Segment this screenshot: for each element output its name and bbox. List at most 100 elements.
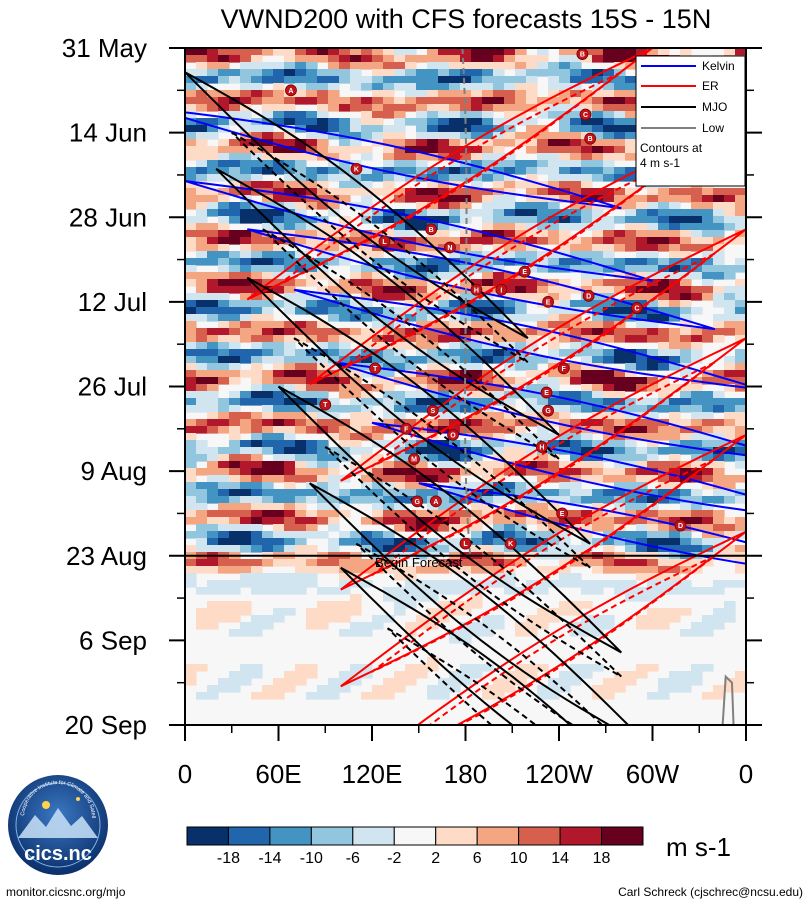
shading-cell [394, 524, 406, 532]
shading-cell [218, 356, 230, 364]
shading-cell [207, 55, 219, 63]
shading-cell [361, 251, 373, 259]
shading-cell [185, 83, 197, 91]
shading-cell [537, 202, 549, 210]
shading-cell [449, 482, 461, 490]
shading-cell [515, 293, 527, 301]
shading-cell [526, 223, 538, 231]
shading-cell [504, 356, 516, 364]
shading-cell [625, 482, 637, 490]
shading-cell [262, 48, 274, 56]
shading-cell [669, 272, 681, 280]
x-tick-label: 120W [525, 759, 593, 789]
shading-cell [262, 146, 274, 154]
shading-cell [702, 482, 714, 490]
shading-cell [669, 349, 681, 357]
shading-cell [185, 321, 197, 329]
shading-cell [625, 272, 637, 280]
storm-id: F [404, 426, 409, 433]
shading-cell [493, 83, 505, 91]
shading-cell [493, 181, 505, 189]
shading-cell [548, 181, 560, 189]
shading-cell [339, 307, 351, 315]
shading-cell [603, 412, 615, 420]
shading-cell [317, 356, 329, 364]
shading-cell [658, 314, 670, 322]
shading-cell [526, 489, 538, 497]
shading-cell [207, 258, 219, 266]
shading-cell [185, 90, 197, 98]
shading-cell [218, 293, 230, 301]
shading-cell [713, 426, 725, 434]
shading-cell [482, 174, 494, 182]
shading-cell [229, 398, 241, 406]
shading-cell [295, 265, 307, 273]
low-contour [721, 674, 735, 725]
shading-cell [218, 454, 230, 462]
shading-cell [251, 671, 263, 679]
shading-cell [240, 286, 252, 294]
shading-cell [460, 678, 472, 686]
shading-cell [262, 475, 274, 483]
shading-cell [449, 335, 461, 343]
shading-cell [570, 678, 582, 686]
shading-cell [691, 328, 703, 336]
shading-cell [328, 678, 340, 686]
shading-cell [570, 181, 582, 189]
shading-cell [691, 286, 703, 294]
shading-cell [669, 461, 681, 469]
shading-cell [207, 447, 219, 455]
shading-cell [537, 328, 549, 336]
shading-cell [669, 230, 681, 238]
shading-cell [240, 153, 252, 161]
shading-cell [405, 356, 417, 364]
shading-cell [658, 300, 670, 308]
shading-cell [383, 76, 395, 84]
shading-cell [493, 174, 505, 182]
shading-cell [537, 545, 549, 553]
shading-cell [284, 580, 296, 588]
shading-cell [691, 440, 703, 448]
shading-cell [658, 377, 670, 385]
shading-cell [262, 377, 274, 385]
shading-cell [570, 146, 582, 154]
shading-cell [273, 412, 285, 420]
shading-cell [405, 517, 417, 525]
shading-cell [482, 412, 494, 420]
shading-cell [614, 230, 626, 238]
shading-cell [218, 160, 230, 168]
shading-cell [438, 398, 450, 406]
shading-cell [603, 356, 615, 364]
shading-cell [350, 538, 362, 546]
shading-cell [251, 419, 263, 427]
shading-cell [361, 118, 373, 126]
shading-cell [350, 125, 362, 133]
shading-cell [691, 678, 703, 686]
shading-cell [680, 251, 692, 259]
shading-cell [669, 251, 681, 259]
shading-cell [229, 272, 241, 280]
shading-cell [680, 286, 692, 294]
shading-cell [592, 223, 604, 231]
shading-cell [361, 531, 373, 539]
shading-cell [229, 230, 241, 238]
shading-cell [504, 62, 516, 70]
shading-cell [229, 454, 241, 462]
shading-cell [306, 580, 318, 588]
shading-cell [724, 328, 736, 336]
shading-cell [724, 608, 736, 616]
shading-cell [328, 398, 340, 406]
shading-cell [559, 125, 571, 133]
shading-cell [372, 265, 384, 273]
shading-cell [493, 258, 505, 266]
shading-cell [416, 580, 428, 588]
shading-cell [504, 230, 516, 238]
chart-title: VWND200 with CFS forecasts 15S - 15N [221, 4, 712, 34]
storm-marker: A [285, 84, 297, 97]
shading-cell [273, 517, 285, 525]
shading-cell [460, 559, 472, 567]
shading-cell [559, 328, 571, 336]
shading-cell [460, 104, 472, 112]
shading-cell [438, 580, 450, 588]
storm-id: L [463, 541, 468, 548]
